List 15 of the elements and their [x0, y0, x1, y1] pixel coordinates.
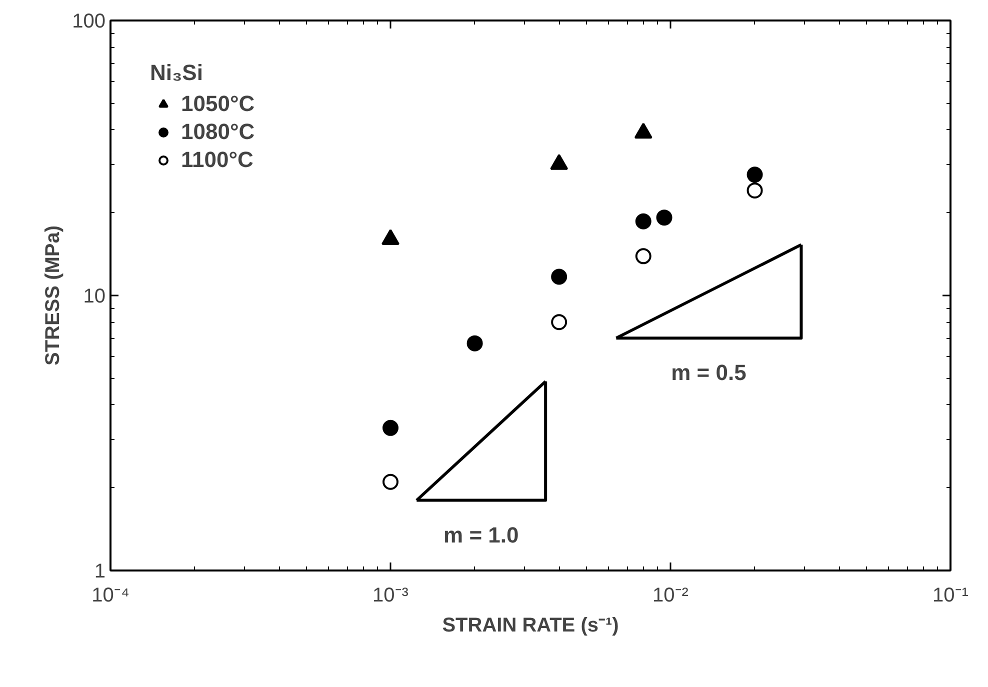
x-tick-label: 10⁻²	[652, 584, 689, 606]
annotation: m = 0.5	[671, 360, 746, 386]
y-tick-label: 100	[72, 10, 106, 32]
y-axis-title: STRESS (MPa)	[42, 225, 64, 366]
annotation: m = 1.0	[444, 522, 519, 548]
x-tick-label: 10⁻⁴	[92, 584, 130, 606]
x-tick-label: 10⁻³	[372, 584, 409, 606]
legend-title: Ni₃Si	[150, 60, 204, 86]
legend-label: 1080°C	[181, 119, 255, 145]
x-axis-title: STRAIN RATE (s⁻¹)	[442, 614, 619, 636]
legend-label: 1050°C	[181, 91, 255, 117]
legend-label: 1100°C	[181, 147, 254, 173]
y-tick-label: 10	[83, 286, 106, 308]
x-tick-label: 10⁻¹	[932, 584, 969, 606]
y-tick-label: 1	[94, 560, 106, 582]
